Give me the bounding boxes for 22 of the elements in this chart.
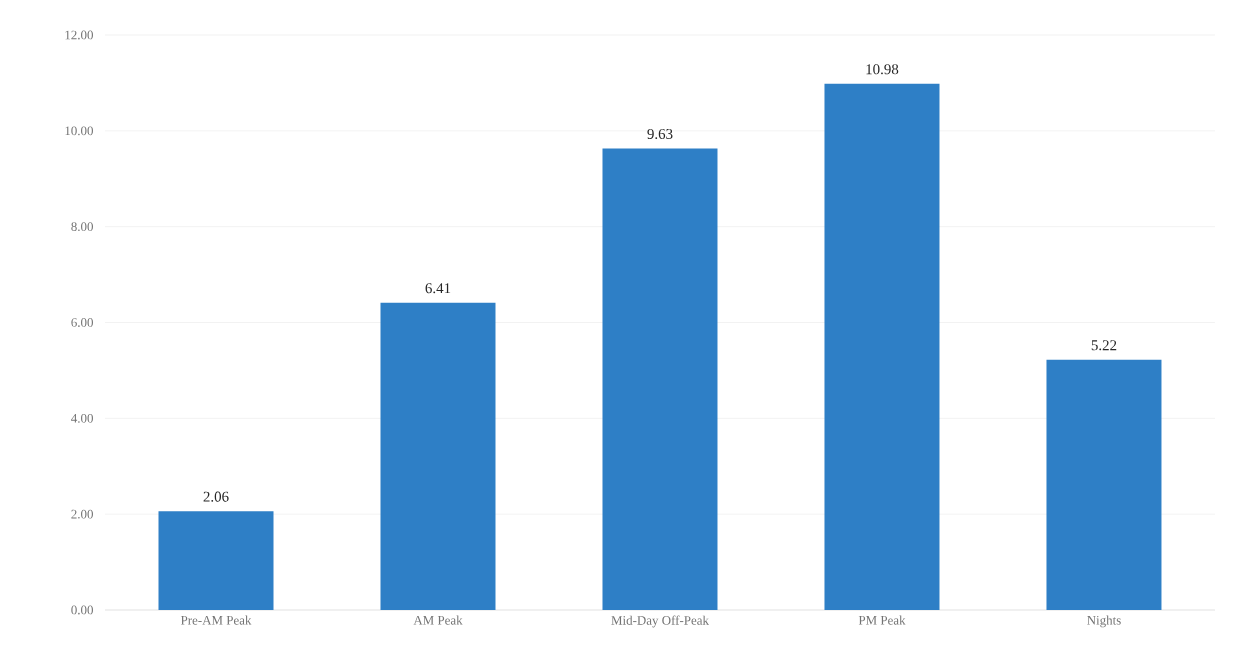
y-tick-label: 2.00 — [71, 509, 93, 519]
data-label: 9.63 — [647, 128, 673, 140]
x-tick-label: AM Peak — [413, 615, 463, 625]
data-label: 6.41 — [425, 283, 451, 294]
y-tick-label: 12.00 — [65, 30, 93, 40]
data-label: 10.98 — [866, 64, 899, 75]
bar — [824, 83, 940, 610]
data-label: 2.06 — [203, 491, 229, 502]
bar — [1046, 359, 1162, 610]
x-tick-label: Nights — [1087, 615, 1121, 628]
bar — [380, 302, 496, 610]
y-tick-label: 8.00 — [71, 222, 93, 232]
y-tick-label: 0.00 — [71, 605, 93, 615]
bar — [602, 148, 718, 610]
bar — [158, 511, 274, 610]
x-tick-label: Pre-AM Peak — [180, 615, 252, 625]
data-label: 5.22 — [1091, 340, 1117, 351]
y-tick-label: 6.00 — [71, 318, 93, 327]
y-tick-label: 4.00 — [71, 413, 93, 423]
x-tick-label: Mid-Day Off-Peak — [611, 615, 709, 628]
x-tick-label: PM Peak — [858, 615, 906, 625]
y-tick-label: 10.00 — [65, 126, 93, 136]
